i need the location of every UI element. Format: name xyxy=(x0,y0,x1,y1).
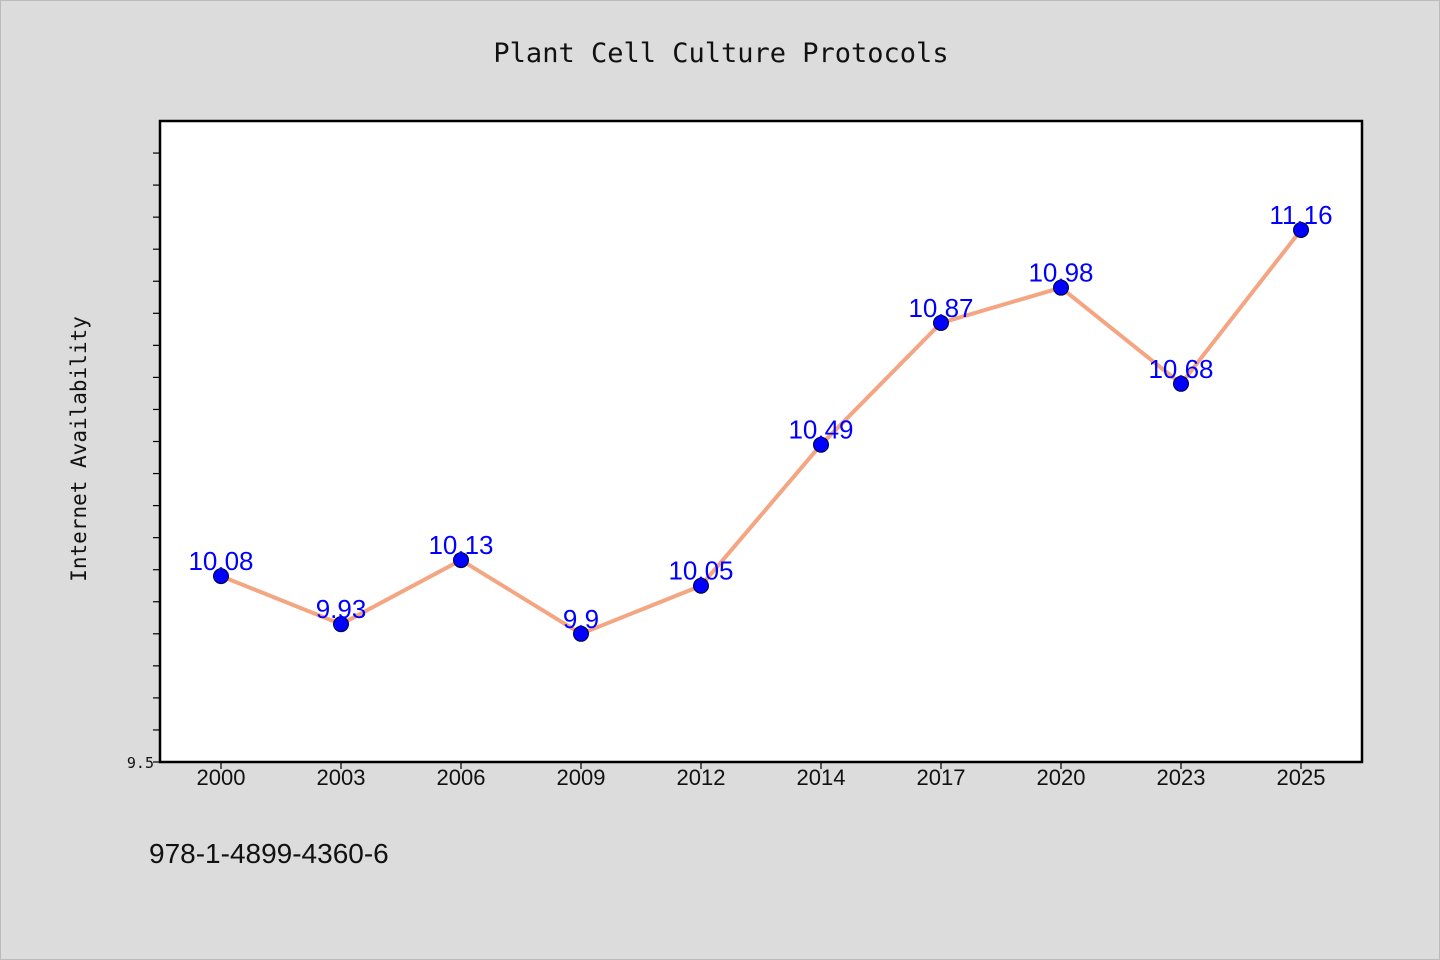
data-point xyxy=(813,436,829,453)
plot-area xyxy=(160,121,1362,762)
x-tick-label: 2000 xyxy=(197,765,246,790)
data-label: 10.08 xyxy=(188,546,253,576)
isbn-footnote: 978-1-4899-4360-6 xyxy=(149,838,389,869)
y-tick-label: 9.5 xyxy=(127,754,154,772)
y-axis-ticks: 9.5 xyxy=(127,152,160,772)
x-tick-label: 2025 xyxy=(1277,765,1326,790)
x-tick-label: 2017 xyxy=(917,765,966,790)
x-axis-ticks: 2000 2003 2006 2009 2012 2014 2017 2020 2023 2025 xyxy=(197,762,1326,790)
data-labels: 10.08 9.93 10.13 9.9 10.05 10.49 10.87 10.98 10.… xyxy=(188,200,1332,634)
data-label: 9.93 xyxy=(316,594,367,624)
data-point xyxy=(333,616,349,633)
data-label: 10.05 xyxy=(668,556,733,586)
x-tick-label: 2003 xyxy=(317,765,366,790)
y-axis-label: Internet Availability xyxy=(67,316,91,582)
data-point xyxy=(1173,375,1189,392)
x-tick-label: 2023 xyxy=(1157,765,1206,790)
x-tick-label: 2009 xyxy=(557,765,606,790)
plot-frame xyxy=(158,119,1364,764)
data-label: 10.68 xyxy=(1148,354,1213,384)
series-line xyxy=(219,227,1303,636)
data-point xyxy=(1053,279,1069,296)
data-point xyxy=(213,568,229,585)
data-point xyxy=(1293,221,1309,238)
x-tick-label: 2014 xyxy=(797,765,846,790)
data-label: 10.49 xyxy=(788,415,853,445)
data-label: 9.9 xyxy=(563,604,599,634)
chart-title: Plant Cell Culture Protocols xyxy=(493,38,948,69)
x-tick-label: 2020 xyxy=(1037,765,1086,790)
data-label: 10.87 xyxy=(908,293,973,323)
data-point xyxy=(453,552,469,569)
x-tick-label: 2012 xyxy=(677,765,726,790)
data-label: 10.98 xyxy=(1028,258,1093,288)
data-point xyxy=(573,625,589,642)
data-label: 11.16 xyxy=(1269,200,1332,230)
data-markers xyxy=(213,221,1309,642)
data-point xyxy=(933,314,949,331)
data-label: 10.13 xyxy=(428,530,493,560)
x-tick-label: 2006 xyxy=(437,765,486,790)
data-point xyxy=(693,577,709,594)
